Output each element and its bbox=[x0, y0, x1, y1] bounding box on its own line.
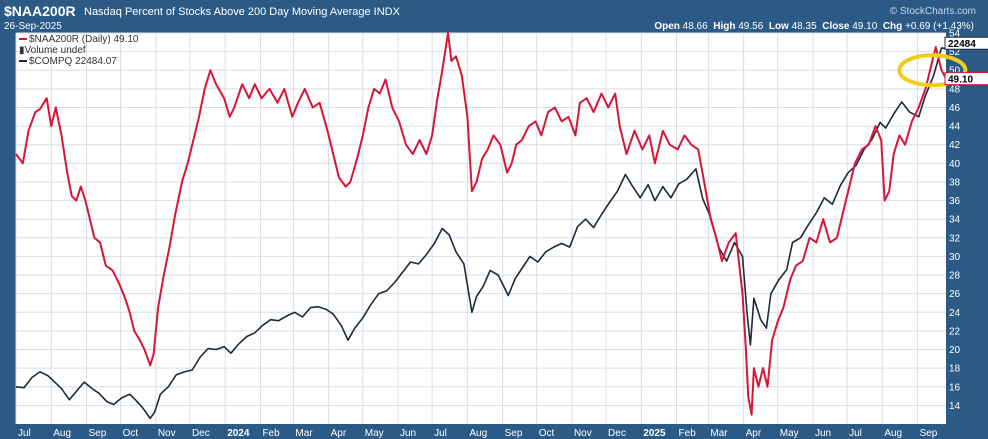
volume-bars-icon: ▮ bbox=[19, 45, 25, 56]
x-tick-label: Jun bbox=[400, 428, 416, 439]
y-tick-label: 18 bbox=[949, 364, 961, 375]
series-line-compq bbox=[15, 47, 947, 420]
legend-compq-label: $COMPQ 22484.07 bbox=[29, 56, 117, 67]
y-tick-label: 24 bbox=[949, 308, 961, 319]
x-tick-label: May bbox=[780, 428, 799, 439]
x-tick-label: Sep bbox=[920, 428, 938, 439]
x-tick-label: May bbox=[365, 428, 384, 439]
y-tick-label: 42 bbox=[949, 140, 961, 151]
x-tick-label: 2025 bbox=[643, 428, 666, 439]
ohlc-readout: Open 48.66 High 49.56 Low 48.35 Close 49… bbox=[654, 21, 974, 32]
x-tick-label: Sep bbox=[505, 428, 523, 439]
y-tick-label: 44 bbox=[949, 122, 961, 133]
naa-last-value-tag: 49.10 bbox=[948, 75, 973, 86]
x-tick-label: Aug bbox=[469, 428, 487, 439]
plot-area bbox=[16, 33, 946, 424]
legend-swatch-red bbox=[19, 38, 27, 41]
exchange-label: INDX bbox=[373, 6, 400, 18]
x-tick-label: Oct bbox=[123, 428, 139, 439]
x-tick-label: Sep bbox=[88, 428, 106, 439]
low-value: 48.35 bbox=[791, 21, 817, 32]
highlight-layer bbox=[897, 53, 968, 88]
x-tick-label: Nov bbox=[574, 428, 592, 439]
legend-compq[interactable]: $COMPQ 22484.07 bbox=[19, 56, 117, 67]
compq-last-value-tag: 22484 bbox=[948, 39, 976, 50]
x-tick-label: Apr bbox=[331, 428, 347, 439]
x-tick-label: Jul bbox=[434, 428, 447, 439]
y-tick-label: 40 bbox=[949, 159, 961, 170]
chart-symbol: $NAA200R bbox=[4, 3, 76, 19]
y-axis: 14 16 18 20 22 24 26 28 30 32 34 36 38 40 42 44 46 48 50 52… bbox=[949, 29, 961, 412]
close-value: 49.10 bbox=[852, 21, 878, 32]
close-label: Close bbox=[822, 21, 850, 32]
low-label: Low bbox=[768, 21, 789, 32]
legend-volume[interactable]: ▮Volume undef bbox=[19, 45, 86, 56]
x-tick-label: Dec bbox=[192, 428, 210, 439]
y-tick-label: 32 bbox=[949, 233, 961, 244]
x-tick-label: Apr bbox=[746, 428, 762, 439]
chg-value: +0.69 (+1.43%) bbox=[905, 21, 974, 32]
legend-swatch-dark bbox=[19, 60, 27, 63]
highlight-ellipse bbox=[897, 53, 968, 88]
series-line-naa200r bbox=[15, 32, 947, 416]
x-tick-label: Feb bbox=[679, 428, 697, 439]
x-tick-label: Oct bbox=[539, 428, 555, 439]
naa-last-value-tag-box bbox=[944, 72, 988, 86]
series-layer bbox=[15, 32, 947, 420]
x-axis: Jul Aug Sep Oct Nov Dec 2024 Feb Mar Apr May Jun Jul… bbox=[18, 428, 938, 439]
y-tick-label: 28 bbox=[949, 271, 961, 282]
description-text: Nasdaq Percent of Stocks Above 200 Day M… bbox=[84, 6, 371, 18]
y-tick-label: 36 bbox=[949, 196, 961, 207]
high-value: 49.56 bbox=[738, 21, 764, 32]
x-tick-label: Jul bbox=[18, 428, 31, 439]
legend-volume-label: Volume undef bbox=[24, 45, 86, 56]
x-tick-label: Dec bbox=[608, 428, 626, 439]
y-tick-label: 26 bbox=[949, 289, 961, 300]
x-tick-label: Nov bbox=[158, 428, 176, 439]
open-value: 48.66 bbox=[682, 21, 708, 32]
y-tick-label: 48 bbox=[949, 84, 961, 95]
chg-label: Chg bbox=[882, 21, 903, 32]
y-tick-label: 16 bbox=[949, 382, 961, 393]
y-tick-label: 14 bbox=[949, 401, 961, 412]
y-tick-label: 20 bbox=[949, 345, 961, 356]
open-label: Open bbox=[654, 21, 680, 32]
x-tick-label: Aug bbox=[884, 428, 902, 439]
chart-description: Nasdaq Percent of Stocks Above 200 Day M… bbox=[84, 6, 400, 18]
x-tick-label: Feb bbox=[262, 428, 280, 439]
x-tick-label: 2024 bbox=[227, 428, 250, 439]
compq-last-value-tag-box bbox=[944, 36, 988, 50]
y-tick-label: 54 bbox=[949, 29, 961, 40]
x-tick-label: Mar bbox=[710, 428, 728, 439]
x-tick-label: Jul bbox=[849, 428, 862, 439]
y-tick-label: 38 bbox=[949, 177, 961, 188]
y-tick-label: 30 bbox=[949, 252, 961, 263]
x-tick-label: Mar bbox=[295, 428, 313, 439]
high-label: High bbox=[713, 21, 736, 32]
brand-watermark[interactable]: © StockCharts.com bbox=[889, 6, 976, 17]
grid bbox=[15, 32, 946, 424]
chart-date: 26-Sep-2025 bbox=[4, 21, 62, 32]
x-tick-label: Aug bbox=[53, 428, 71, 439]
y-tick-label: 46 bbox=[949, 103, 961, 114]
y-tick-label: 50 bbox=[949, 66, 961, 77]
x-tick-label: Jun bbox=[815, 428, 831, 439]
legend-naa-label: $NAA200R (Daily) 49.10 bbox=[29, 34, 139, 45]
y-tick-label: 22 bbox=[949, 326, 961, 337]
y-tick-label: 34 bbox=[949, 215, 961, 226]
legend-naa200r[interactable]: $NAA200R (Daily) 49.10 bbox=[19, 34, 139, 45]
y-tick-label: 52 bbox=[949, 47, 961, 58]
value-tags: 22484 49.10 bbox=[944, 36, 988, 86]
